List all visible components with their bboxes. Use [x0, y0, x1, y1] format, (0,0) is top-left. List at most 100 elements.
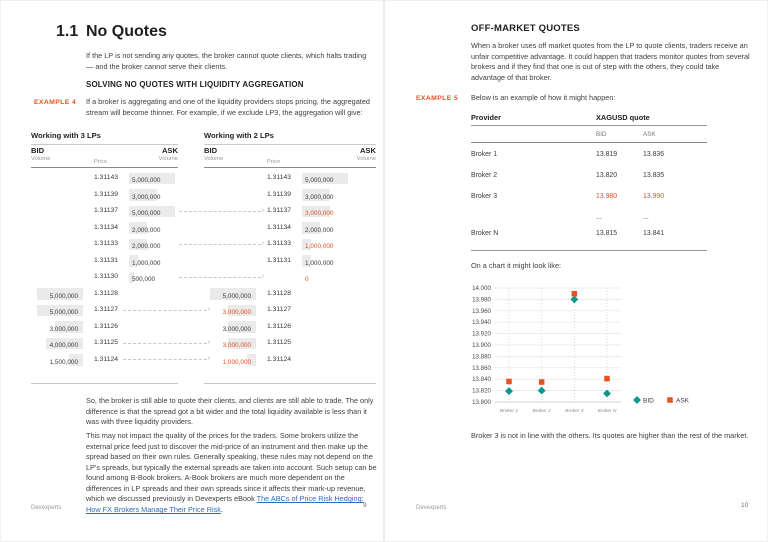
chart-intro: On a chart it might look like: [471, 261, 562, 270]
y-tick-label: 13.900 [472, 342, 491, 349]
depth-bar [37, 304, 83, 316]
ladder-row: 1.31133 1,000,000 [204, 236, 376, 253]
volume-value: 2,000,000 [305, 226, 334, 234]
ask-volume-cell: 1,000,000 [302, 236, 376, 253]
ask-volume-cell: 1,000,000 [129, 253, 178, 270]
flow-arrow: › [123, 355, 210, 362]
footer-brand-left: Devexperts [31, 505, 62, 511]
ask-value: ... [643, 214, 649, 221]
ask-volume-label: Volume [356, 156, 376, 162]
depth-bar [55, 321, 83, 333]
provider-name: Broker N [471, 230, 499, 237]
ask-header: ASK Volume [356, 146, 376, 162]
legend-ask-marker [667, 397, 673, 403]
ladder-header: BID Volume Price ASK Volume [204, 145, 376, 168]
price-header: Price [94, 159, 108, 165]
arrow-head-icon: › [261, 206, 264, 214]
bid-volume-cell [204, 253, 256, 270]
bid-volume-cell [31, 269, 83, 286]
flow-arrow: › [179, 273, 264, 280]
quote-column-header: XAGUSD quote [596, 113, 650, 122]
page-9: 1.1 No Quotes If the LP is not sending a… [1, 1, 385, 541]
page-number-left: 9 [363, 502, 367, 509]
y-tick-label: 13.880 [472, 353, 491, 360]
ask-volume-cell: 3,000,000 [302, 203, 376, 220]
bid-volume-cell [31, 236, 83, 253]
x-tick-label: Broker N [598, 408, 617, 414]
price-cell: 1.31125 [94, 339, 119, 346]
bid-volume-cell: 3,000,000 [204, 335, 256, 352]
ladder-row: 0 [204, 269, 376, 286]
bid-volume-cell: 5,000,000 [31, 286, 83, 303]
bid-data-point [505, 387, 513, 396]
bid-volume-cell [204, 187, 256, 204]
ladder-row: 5,000,000 1.31128 [31, 286, 178, 303]
ask-value: 13.835 [643, 172, 665, 179]
ask-volume-cell: 3,000,000 [302, 187, 376, 204]
ask-volume-cell [302, 335, 376, 352]
paragraph-2-suffix: . [220, 505, 223, 515]
bid-volume-cell: 1,500,000 [31, 352, 83, 369]
price-cell: 1.31124 [267, 355, 292, 363]
page-number-right: 10 [741, 502, 749, 509]
table-row: ...... [471, 206, 707, 222]
depth-bar [302, 172, 348, 184]
volume-value: 3,000,000 [305, 210, 334, 217]
bid-volume-label: Volume [204, 156, 224, 162]
flow-arrow: › [179, 207, 264, 214]
ask-volume-cell: 0 [302, 269, 376, 286]
depth-bar [129, 222, 148, 234]
ladder-row: 1,500,000 1.31124 [31, 352, 178, 369]
bid-volume-cell [31, 253, 83, 270]
depth-bar [129, 205, 175, 217]
provider-column-header: Provider [471, 113, 501, 122]
ask-volume-cell [302, 319, 376, 336]
y-tick-label: 14.000 [472, 285, 491, 292]
bid-value: 13.820 [596, 172, 618, 179]
volume-value: 1,500,000 [49, 358, 78, 366]
ladder-row: 1.31130 500,000 [31, 269, 178, 286]
volume-value: 3,000,000 [49, 325, 78, 333]
ladder-row: 1.31134 2,000,000 [204, 220, 376, 237]
ladder-header: BID Volume Price ASK Volume [31, 145, 178, 168]
provider-name: Broker 1 [471, 151, 498, 158]
table-row: Broker 2 13.820 13.835 [471, 164, 707, 185]
table-row: Broker 3 13.980 13.990 [471, 185, 707, 206]
x-tick-label: Broker 3 [565, 408, 583, 414]
ladder-row: 1.31134 2,000,000 [31, 220, 178, 237]
quotes-scatter-chart: 14.000 13.980 13.960 13.940 13.920 13.900 13.8… [465, 282, 705, 425]
ebook-link[interactable]: The ABCs of Price Risk Hedging: How FX B… [86, 494, 364, 515]
price-cell: 1.31126 [267, 322, 292, 330]
bid-volume-cell: 3,000,000 [204, 302, 256, 319]
ladder-table-2lps: Working with 2 LPs BID Volume Price ASK Volum… [204, 131, 376, 384]
intro-paragraph: If the LP is not sending any quotes, the… [86, 51, 367, 71]
paragraph-1: So, the broker is still able to quote th… [86, 396, 374, 427]
ask-volume-cell: 1,000,000 [302, 253, 376, 270]
bid-volume-cell [31, 203, 83, 220]
ladder-row: 1.31131 1,000,000 [204, 253, 376, 270]
price-cell: 1.31127 [94, 306, 119, 313]
price-cell: 1.31127 [267, 306, 292, 313]
bid-volume-cell: 5,000,000 [31, 302, 83, 319]
depth-bar [37, 288, 83, 300]
ask-volume-cell [302, 286, 376, 303]
ladder-row: 1.31133 2,000,000 [31, 236, 178, 253]
price-cell: 1.31128 [94, 289, 119, 297]
ask-value: 13.841 [643, 230, 665, 237]
ask-data-point [604, 375, 610, 382]
ask-data-point [571, 290, 578, 297]
depth-bar [302, 205, 330, 217]
flow-arrow: › [123, 306, 210, 313]
example-4-text: If a broker is aggregating and one of th… [86, 97, 370, 117]
volume-value: 2,000,000 [132, 226, 161, 234]
bid-volume-cell [204, 170, 256, 187]
y-tick-label: 13.920 [472, 331, 491, 338]
price-cell: 1.31126 [94, 322, 119, 330]
ladder-row: 3,000,000 1.31126 [204, 319, 376, 336]
legend-bid-marker [633, 396, 641, 404]
bid-volume-cell [31, 220, 83, 237]
depth-bar [129, 255, 139, 267]
page-seam [383, 1, 385, 541]
volume-value: 5,000,000 [132, 210, 161, 217]
depth-bar [69, 354, 83, 366]
